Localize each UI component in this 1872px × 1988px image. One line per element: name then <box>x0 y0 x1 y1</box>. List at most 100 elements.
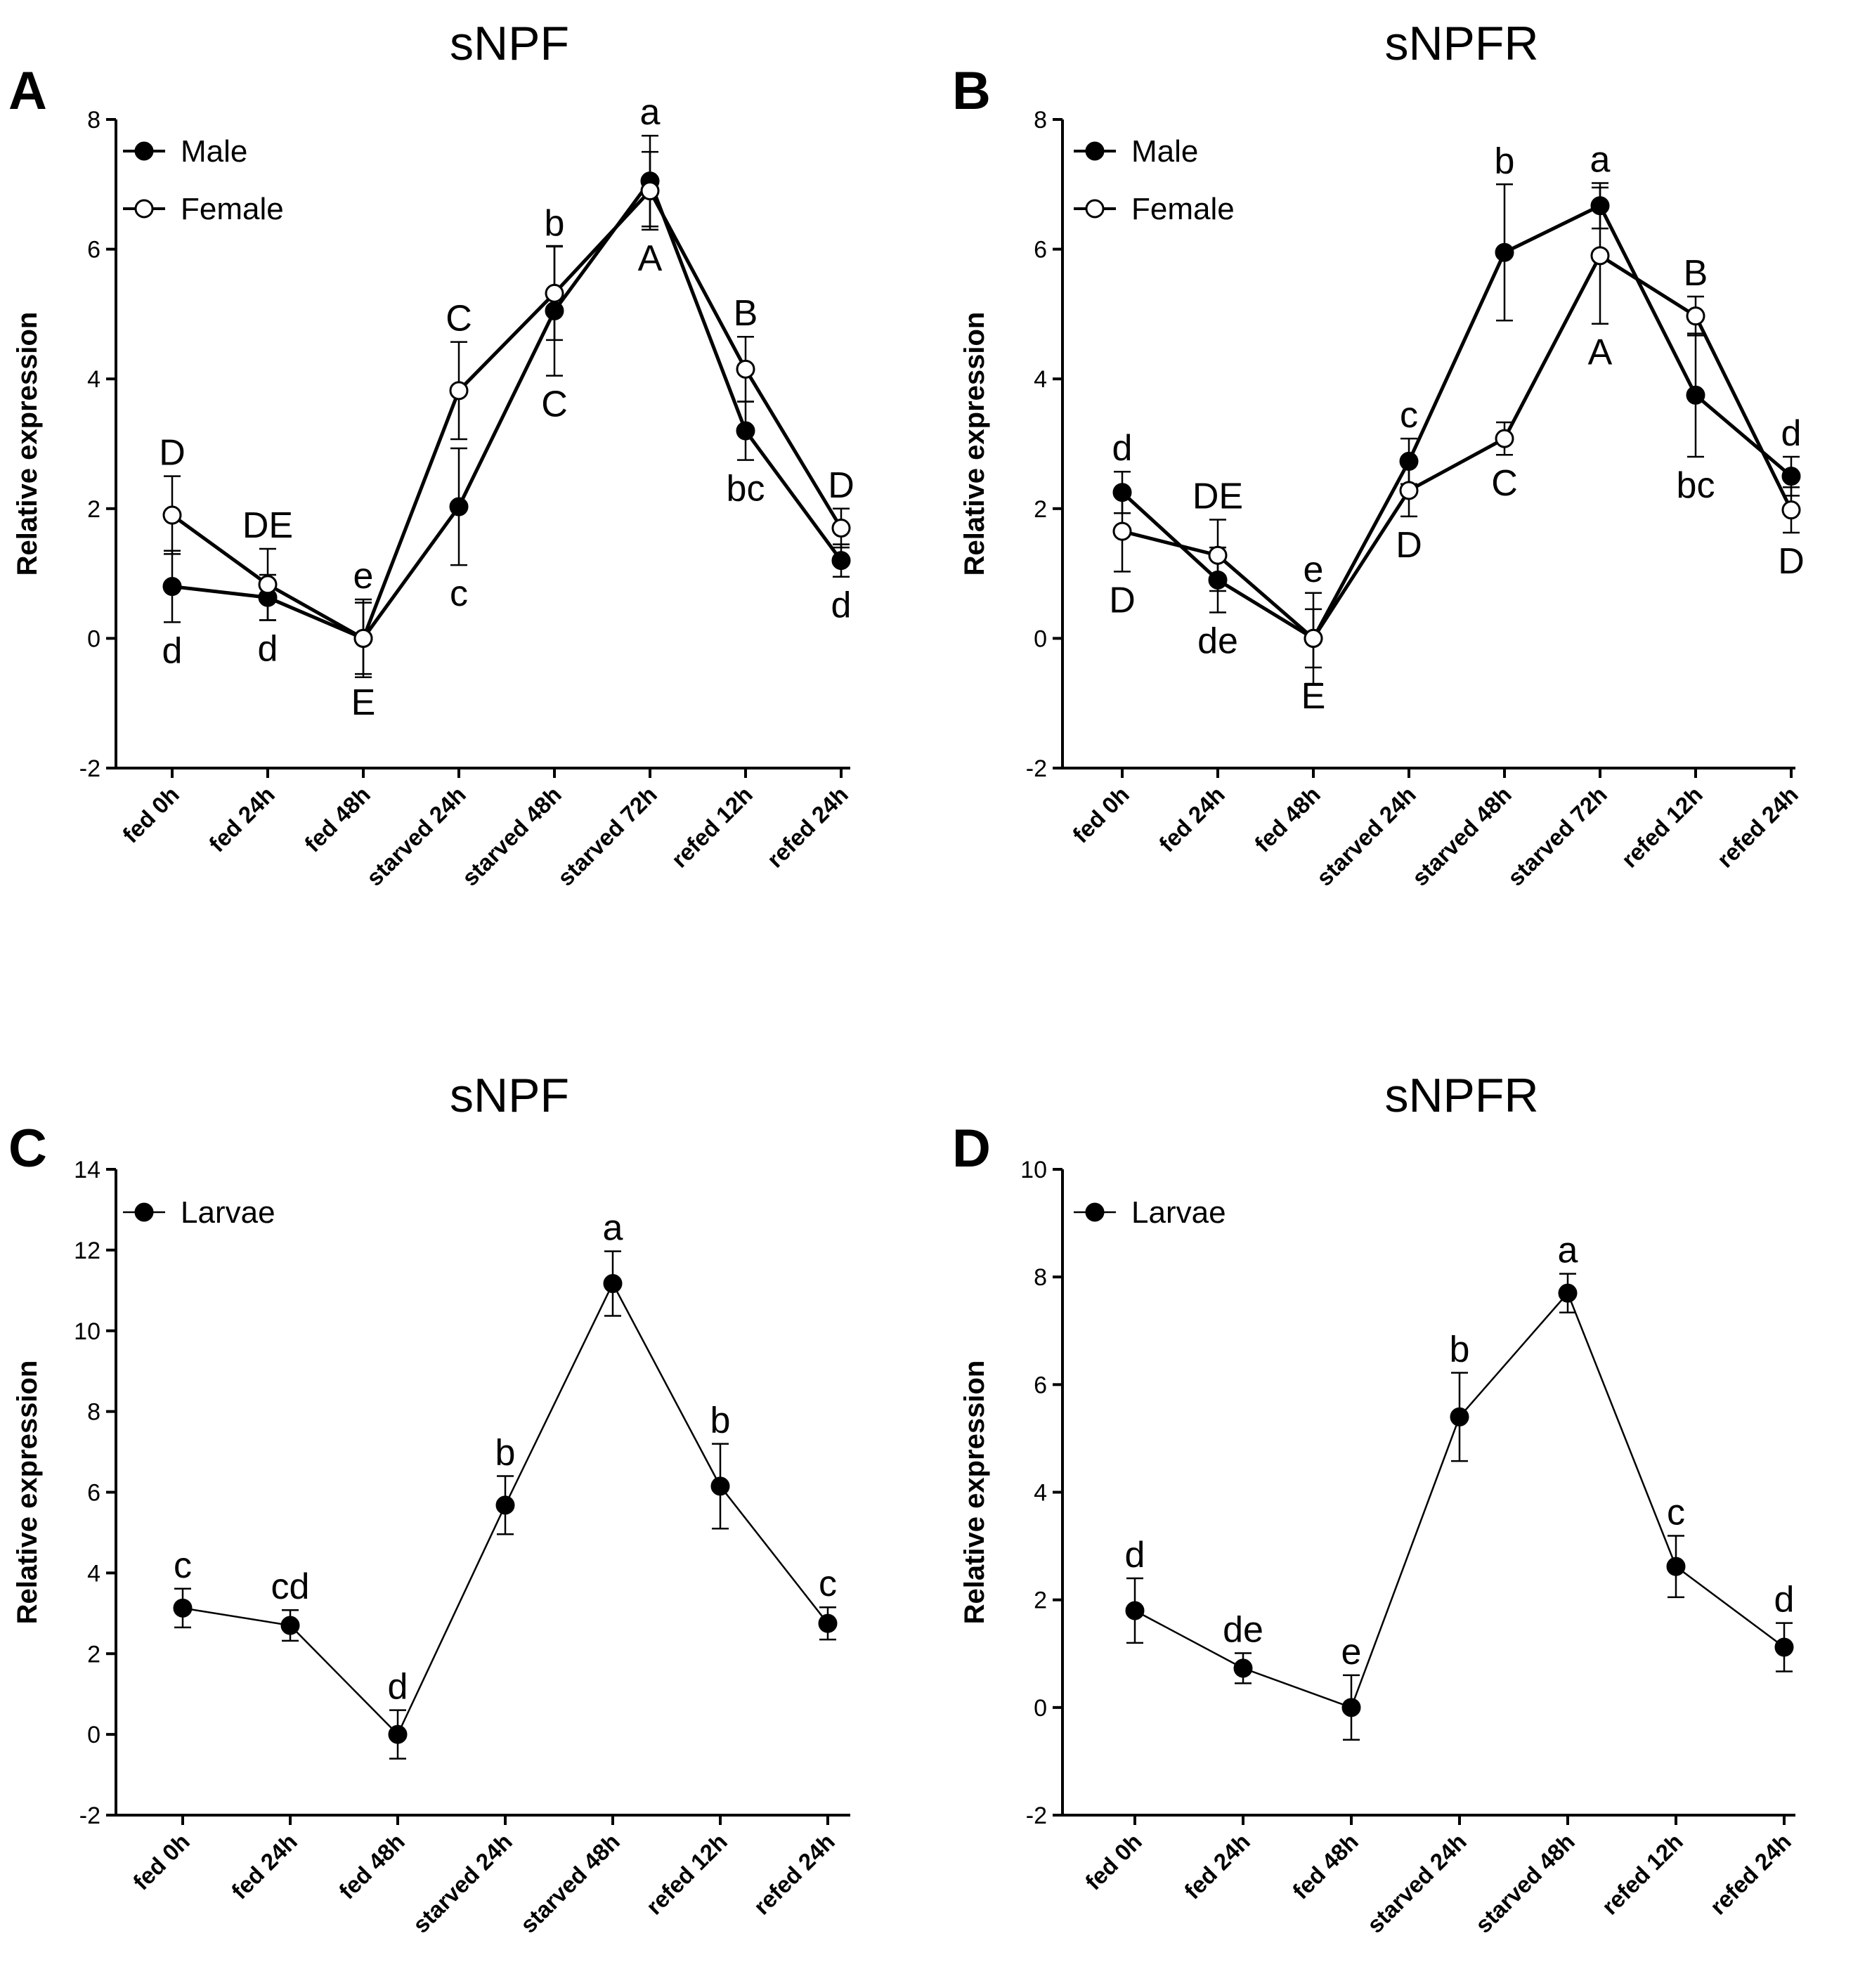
significance-letter: B <box>1684 253 1708 294</box>
x-tick-label: starved 24h <box>408 1828 517 1938</box>
significance-letter: de <box>1223 1609 1263 1650</box>
y-tick-label: 4 <box>87 366 100 393</box>
legend-label: Male <box>181 134 247 169</box>
series-male: d de e c b a bc d <box>1112 139 1801 685</box>
data-point <box>280 1616 300 1635</box>
legend-label: Female <box>181 192 284 226</box>
x-tick-label: refed 24h <box>762 781 853 873</box>
significance-letter: C <box>541 384 568 425</box>
y-tick-label: 0 <box>1034 625 1047 652</box>
significance-letter: bc <box>727 469 765 509</box>
data-point <box>1666 1557 1686 1576</box>
y-tick-label: 10 <box>1020 1157 1047 1183</box>
x-tick-label: fed 48h <box>299 781 375 857</box>
data-point <box>449 381 469 401</box>
significance-letter: e <box>353 556 374 597</box>
significance-letter: d <box>1125 1535 1145 1576</box>
panel-letter: B <box>952 61 991 121</box>
significance-letter: A <box>1588 332 1613 373</box>
y-tick-label: 0 <box>87 625 100 652</box>
x-tick-label: starved 48h <box>1407 781 1516 891</box>
x-tick-label: fed 48h <box>334 1828 410 1904</box>
significance-letter: e <box>1341 1632 1362 1672</box>
y-tick-label: 2 <box>87 496 100 523</box>
legend-marker <box>134 199 154 219</box>
series-female: D DE E D C A B D <box>1109 186 1805 717</box>
series-larvae: d de e b a c d <box>1125 1230 1794 1741</box>
legend-marker <box>134 141 154 161</box>
x-tick-label: starved 48h <box>457 781 566 891</box>
legend-marker <box>1085 1202 1105 1222</box>
legend-entry: Male <box>1074 134 1198 169</box>
legend-entry: Larvae <box>1074 1195 1226 1230</box>
data-point <box>1781 500 1801 520</box>
x-tick-label: fed 24h <box>204 781 280 857</box>
y-tick-label: 8 <box>87 1399 100 1426</box>
significance-letter: c <box>819 1564 837 1604</box>
significance-letter: b <box>1495 141 1515 181</box>
y-tick-label: -2 <box>79 755 100 782</box>
x-tick-label: fed 0h <box>117 781 184 848</box>
y-axis-label: Relative expression <box>959 1360 990 1625</box>
significance-letter: d <box>388 1667 408 1708</box>
data-point <box>353 628 373 648</box>
significance-letter: D <box>1396 525 1422 566</box>
panel-letter: A <box>8 61 47 121</box>
significance-letter: E <box>351 682 376 723</box>
x-tick-label: starved 48h <box>515 1828 625 1938</box>
significance-letter: d <box>258 629 278 670</box>
significance-letter: a <box>640 92 661 133</box>
legend-marker <box>1085 141 1105 161</box>
series-female: D DE E Cb A B D <box>159 150 854 723</box>
data-point <box>603 1274 623 1294</box>
panel-letter: C <box>8 1119 47 1178</box>
series-line <box>171 188 843 641</box>
chart-title: sNPFR <box>1384 17 1538 70</box>
data-point <box>1558 1283 1578 1303</box>
y-tick-label: 2 <box>87 1641 100 1668</box>
significance-letter: c <box>1400 395 1418 436</box>
x-tick-label: starved 72h <box>552 781 662 891</box>
legend-entry: Female <box>123 192 284 226</box>
x-tick-label: fed 48h <box>1249 781 1325 857</box>
data-point <box>1590 246 1610 266</box>
chart-title: sNPF <box>450 1069 569 1122</box>
x-tick-label: fed 0h <box>128 1828 195 1895</box>
y-tick-label: 2 <box>1034 496 1047 523</box>
data-point <box>1233 1658 1253 1678</box>
y-tick-label: 12 <box>74 1237 100 1264</box>
data-point <box>1495 242 1514 262</box>
series-line <box>1122 253 1793 642</box>
x-tick-label: starved 48h <box>1470 1828 1580 1938</box>
chart-panel-a: sNPF A -2 0 2 4 6 8 Relative expression fed 0h fed… <box>8 17 854 891</box>
y-tick-label: 6 <box>1034 1372 1047 1398</box>
series-line <box>171 177 843 641</box>
data-point <box>449 497 469 517</box>
significance-letter: e <box>1304 550 1324 590</box>
y-tick-label: 8 <box>1034 107 1047 134</box>
chart-panel-c: sNPF C -2 0 2 4 6 8 10 12 14 Relative expression fed… <box>8 1069 850 1938</box>
significance-letter: cd <box>271 1566 310 1607</box>
significance-letter: B <box>734 293 758 334</box>
y-tick-label: 10 <box>74 1318 100 1345</box>
data-point <box>1304 628 1323 648</box>
legend-label: Female <box>1131 192 1235 226</box>
x-tick-label: fed 48h <box>1287 1828 1363 1904</box>
chart-title: sNPF <box>450 17 569 70</box>
significance-letter: b <box>545 203 565 244</box>
significance-letter: a <box>603 1208 623 1249</box>
y-tick-label: 6 <box>87 1480 100 1507</box>
data-point <box>388 1724 408 1744</box>
data-point <box>162 577 182 597</box>
x-tick-label: fed 24h <box>1154 781 1230 857</box>
significance-letter: b <box>710 1401 731 1441</box>
significance-letter: c <box>174 1545 192 1586</box>
y-axis-label: Relative expression <box>12 312 43 576</box>
x-tick-label: starved 24h <box>1311 781 1421 891</box>
x-tick-label: fed 24h <box>226 1828 302 1904</box>
chart-title: sNPFR <box>1384 1069 1538 1122</box>
significance-letter: A <box>638 238 663 279</box>
y-tick-label: 14 <box>74 1157 100 1183</box>
data-point <box>1208 545 1228 565</box>
legend-entry: Larvae <box>123 1195 275 1230</box>
